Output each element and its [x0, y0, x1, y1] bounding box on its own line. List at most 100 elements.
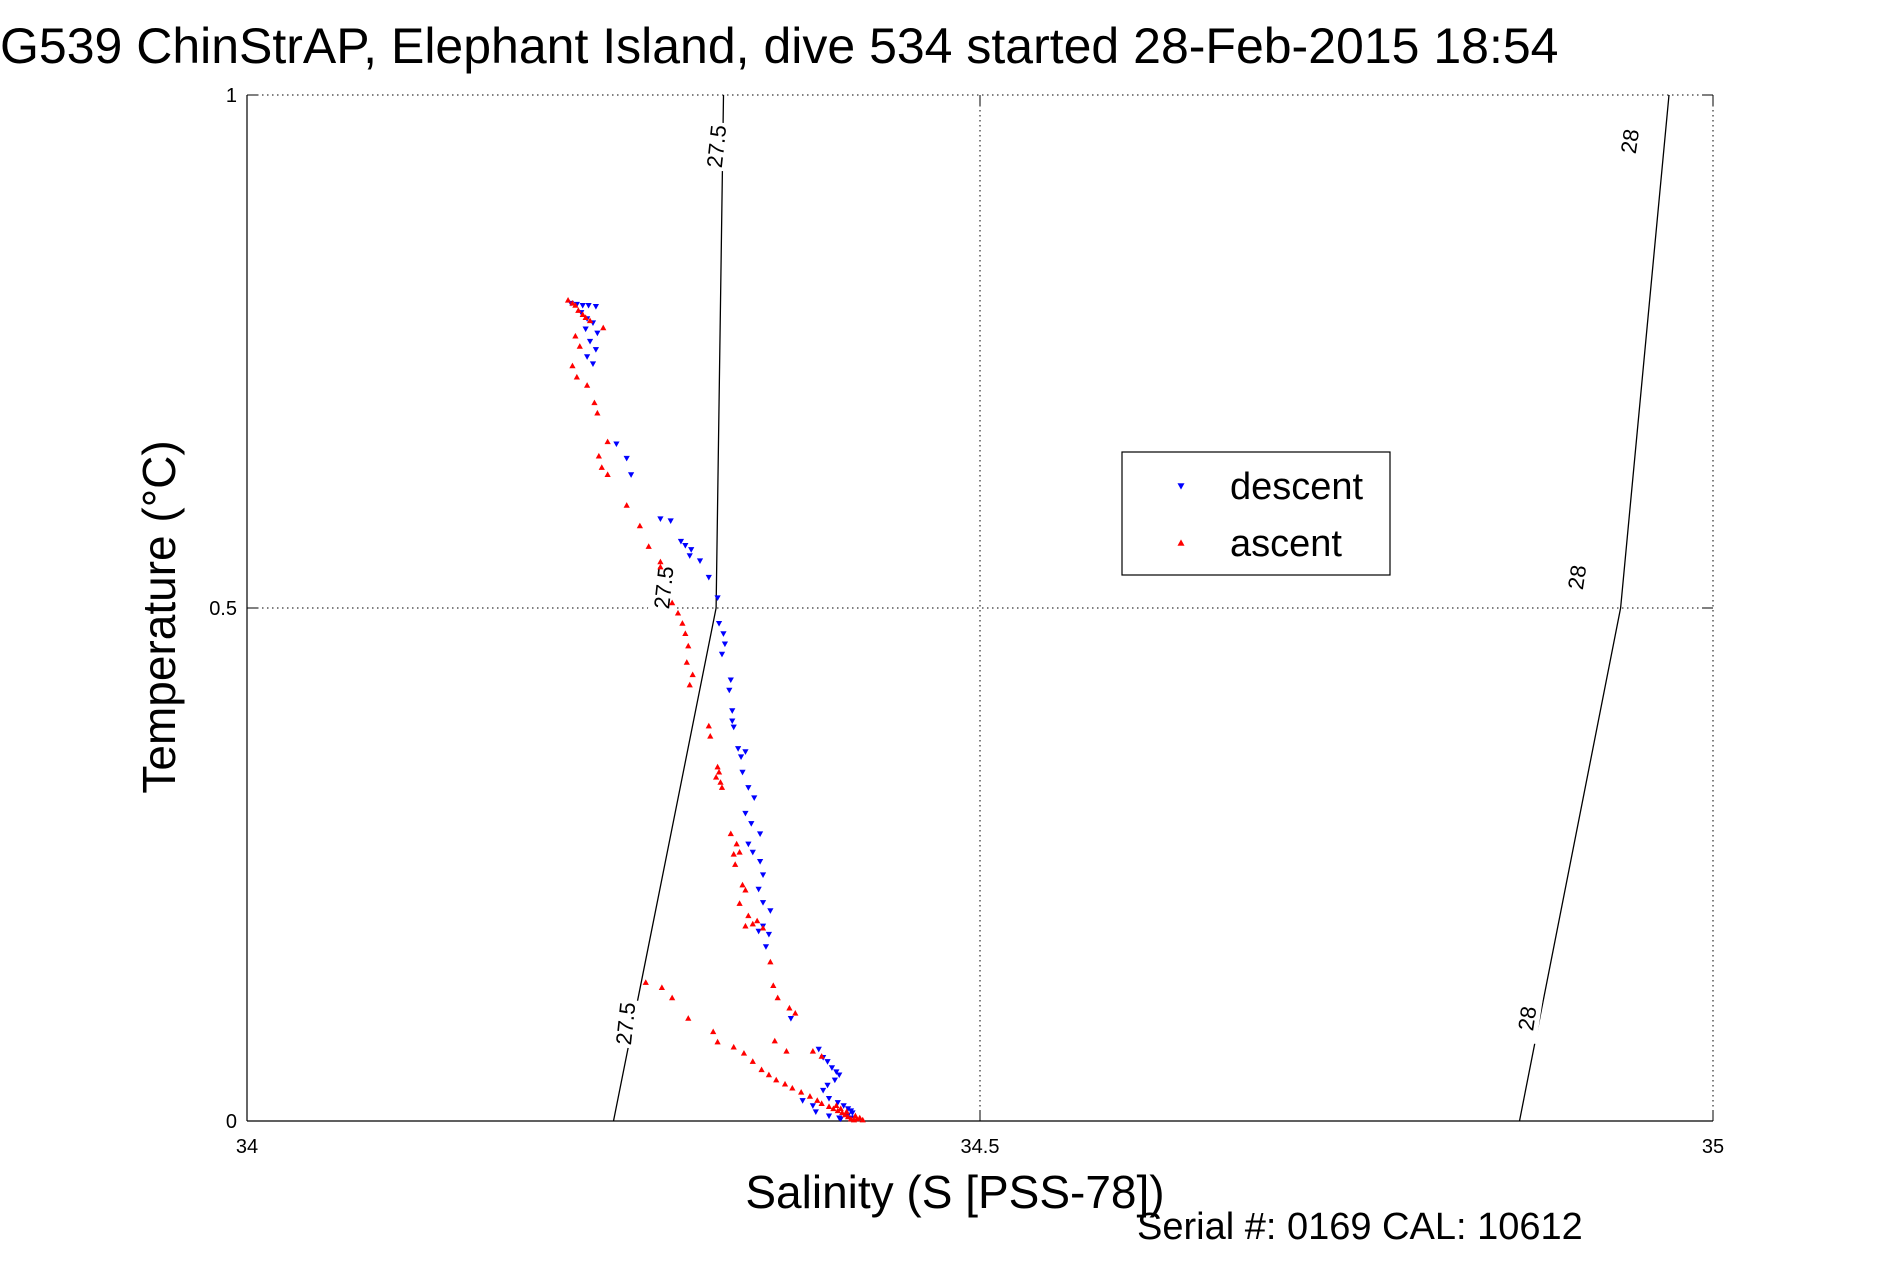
legend-label-descent: descent: [1230, 466, 1364, 508]
ascent-point: [732, 861, 739, 867]
descent-point: [657, 516, 664, 522]
ascent-point: [579, 311, 586, 317]
ascent-point: [806, 1093, 814, 1099]
ascent-point: [859, 1116, 866, 1123]
descent-point: [824, 1059, 831, 1065]
x-tick-label: 34: [236, 1136, 258, 1158]
descent-point: [729, 718, 736, 725]
descent-point: [594, 330, 601, 337]
descent-point: [584, 354, 591, 360]
descent-point: [759, 872, 767, 878]
ascent-point: [774, 994, 781, 1001]
ascent-point: [765, 1071, 773, 1078]
ascent-point: [730, 851, 737, 857]
descent-point: [745, 785, 752, 791]
descent-point: [812, 1109, 819, 1115]
ascent-point: [809, 1048, 816, 1054]
ascent-point: [749, 1058, 756, 1064]
descent-point: [765, 931, 773, 938]
descent-point: [726, 687, 733, 694]
ascent-point: [730, 1043, 737, 1050]
ascent-point: [839, 1109, 846, 1116]
ascent-point: [844, 1113, 852, 1120]
descent-point: [579, 302, 586, 309]
descent-point: [721, 641, 729, 648]
descent-point: [824, 1082, 831, 1089]
ascent-point: [582, 314, 589, 321]
descent-point: [627, 472, 635, 478]
descent-point: [820, 1087, 827, 1094]
ascent-point: [825, 1103, 833, 1110]
descent-point: [667, 518, 674, 525]
ascent-point: [754, 917, 761, 924]
descent-point: [589, 361, 597, 368]
descent-point: [828, 1065, 836, 1071]
descent-point: [714, 595, 721, 601]
ascent-point: [636, 522, 643, 529]
descent-point: [696, 558, 704, 565]
descent-point: [735, 746, 742, 752]
ascent-point: [798, 1089, 805, 1095]
ascent-point: [575, 307, 582, 313]
ascent-point: [674, 609, 682, 616]
contour-label: 28: [1513, 1005, 1541, 1033]
ascent-point: [685, 642, 692, 649]
ascent-point: [715, 768, 723, 775]
ascent-point: [658, 984, 665, 990]
descent-point: [831, 1077, 838, 1084]
descent-point: [762, 944, 770, 950]
x-axis-label: Salinity (S [PSS-78]): [745, 1166, 1164, 1218]
ascent-point: [685, 1015, 692, 1021]
contour-label: 28: [1563, 563, 1591, 591]
descent-point: [755, 928, 762, 935]
ascent-point: [740, 1050, 748, 1056]
ascent-point: [814, 1097, 821, 1103]
legend-box: [1121, 451, 1391, 576]
ascent-point: [572, 302, 579, 308]
ascent-point: [604, 471, 611, 477]
ascent-point: [783, 1048, 790, 1054]
descent-point: [849, 1110, 856, 1117]
ascent-point: [679, 620, 686, 626]
descent-point: [833, 1069, 840, 1075]
ascent-point: [781, 1080, 789, 1087]
descent-point: [715, 621, 723, 627]
ascent-point: [669, 599, 676, 606]
ascent-point: [569, 300, 576, 306]
descent-point: [825, 1096, 833, 1102]
ascent-point: [745, 912, 752, 919]
descent-point: [592, 347, 600, 353]
ascent-point: [710, 1028, 717, 1035]
descent-point: [748, 821, 755, 827]
ascent-point: [717, 779, 724, 785]
ascent-point: [564, 296, 572, 303]
ascent-point: [733, 840, 740, 847]
ascent-point: [770, 982, 777, 988]
descent-point: [756, 831, 764, 837]
descent-point: [720, 631, 727, 637]
legend-label-ascent: ascent: [1230, 523, 1342, 565]
ascent-point: [758, 1066, 765, 1073]
descent-point: [745, 841, 752, 848]
x-tick-label: 34.5: [961, 1136, 1000, 1158]
descent-point: [688, 547, 695, 553]
descent-point: [759, 900, 767, 906]
descent-point: [840, 1103, 847, 1109]
ascent-point: [843, 1108, 850, 1115]
descent-point: [592, 303, 600, 310]
contour-label: 27.5: [611, 1001, 640, 1046]
descent-point: [623, 455, 630, 462]
ascent-point: [591, 399, 598, 406]
x-tick-label: 35: [1702, 1136, 1724, 1158]
ascent-point: [713, 774, 720, 780]
descent-point: [751, 795, 758, 802]
ascent-point: [683, 659, 690, 665]
descent-point: [742, 749, 749, 755]
descent-point: [787, 1016, 794, 1022]
ascent-point: [705, 722, 712, 729]
ascent-point: [584, 382, 591, 388]
descent-point: [686, 553, 693, 559]
ascent-point: [714, 1038, 721, 1045]
density-contour-line: [612, 94, 725, 1122]
